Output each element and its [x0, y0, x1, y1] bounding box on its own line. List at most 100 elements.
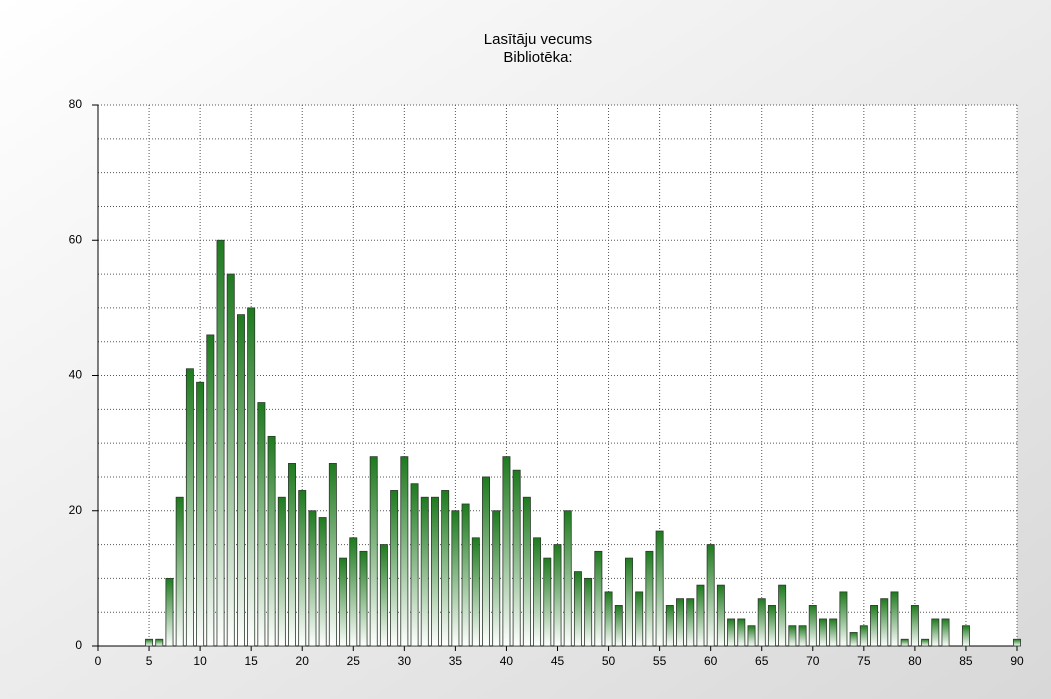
bar	[451, 510, 460, 647]
x-tick-label: 50	[602, 654, 616, 668]
bar	[196, 381, 205, 647]
bar	[339, 557, 348, 647]
x-tick-label: 20	[296, 654, 310, 668]
bar	[921, 638, 930, 647]
bar	[400, 456, 409, 647]
x-tick-label: 15	[244, 654, 258, 668]
bar	[277, 496, 286, 647]
bar	[471, 537, 480, 647]
bar	[553, 544, 562, 647]
bar	[145, 638, 154, 647]
bar	[716, 584, 725, 647]
bar	[839, 591, 848, 647]
bar	[236, 314, 245, 647]
bar	[359, 550, 368, 647]
bar	[308, 510, 317, 647]
chart-title: Lasītāju vecums	[484, 31, 592, 48]
bar	[645, 550, 654, 647]
bar	[379, 544, 388, 647]
x-tick-label: 45	[551, 654, 565, 668]
bar	[267, 435, 276, 647]
bar	[798, 625, 807, 647]
x-tick-label: 85	[959, 654, 973, 668]
bar	[778, 584, 787, 647]
bar	[441, 490, 450, 647]
bar	[492, 510, 501, 647]
bar	[625, 557, 633, 647]
bar	[737, 618, 746, 647]
bar	[410, 483, 419, 647]
bar	[961, 625, 970, 647]
bar	[808, 605, 817, 647]
bar	[369, 456, 378, 647]
y-tick-label: 80	[69, 97, 83, 111]
bar	[870, 605, 879, 647]
bar	[420, 496, 429, 647]
bar	[614, 605, 623, 647]
bar	[757, 598, 766, 647]
bar	[880, 598, 889, 647]
x-tick-label: 65	[755, 654, 769, 668]
x-tick-label: 10	[193, 654, 207, 668]
bar	[482, 476, 490, 647]
bar	[298, 490, 307, 647]
bar	[747, 625, 756, 647]
bar	[206, 334, 215, 647]
bar	[696, 584, 705, 647]
bar	[829, 618, 838, 647]
bar	[512, 469, 521, 647]
bar	[706, 544, 715, 647]
bar	[727, 618, 736, 647]
bar	[859, 625, 868, 647]
bar	[318, 517, 327, 647]
bar	[543, 557, 552, 647]
x-tick-label: 30	[398, 654, 412, 668]
bar	[185, 368, 194, 647]
x-tick-label: 0	[95, 654, 102, 668]
bar	[563, 510, 572, 647]
bar	[665, 605, 674, 647]
x-tick-label: 40	[500, 654, 514, 668]
bar	[1013, 638, 1021, 647]
bar	[257, 402, 266, 647]
x-tick-label: 90	[1010, 654, 1024, 668]
y-tick-label: 20	[69, 503, 83, 517]
bar	[288, 463, 296, 647]
x-tick-label: 25	[347, 654, 361, 668]
bar	[502, 456, 511, 647]
bar	[941, 618, 950, 647]
bar	[594, 550, 603, 647]
bar	[910, 605, 919, 647]
bar	[461, 503, 470, 647]
y-tick-label: 40	[69, 368, 83, 382]
bar	[522, 496, 531, 647]
bar	[788, 625, 797, 647]
x-tick-label: 80	[908, 654, 922, 668]
x-tick-label: 35	[449, 654, 463, 668]
y-tick-label: 60	[69, 232, 83, 246]
bar	[430, 496, 439, 647]
x-tick-label: 5	[146, 654, 153, 668]
bar	[247, 307, 256, 647]
bar	[767, 605, 776, 647]
bar	[216, 239, 225, 647]
bar	[349, 537, 358, 647]
x-tick-label: 70	[806, 654, 820, 668]
bar	[655, 530, 664, 647]
bar	[890, 591, 899, 647]
bar	[533, 537, 542, 647]
bar	[676, 598, 685, 647]
y-tick-label: 0	[75, 638, 82, 652]
x-tick-label: 55	[653, 654, 667, 668]
bar	[390, 490, 399, 647]
bar	[175, 496, 184, 647]
bar	[931, 618, 940, 647]
bar	[819, 618, 827, 647]
chart-subtitle: Bibliotēka:	[503, 49, 572, 66]
bar	[584, 577, 593, 647]
bar	[604, 591, 613, 647]
bar	[635, 591, 644, 647]
bar	[328, 463, 337, 647]
bar	[849, 632, 858, 647]
